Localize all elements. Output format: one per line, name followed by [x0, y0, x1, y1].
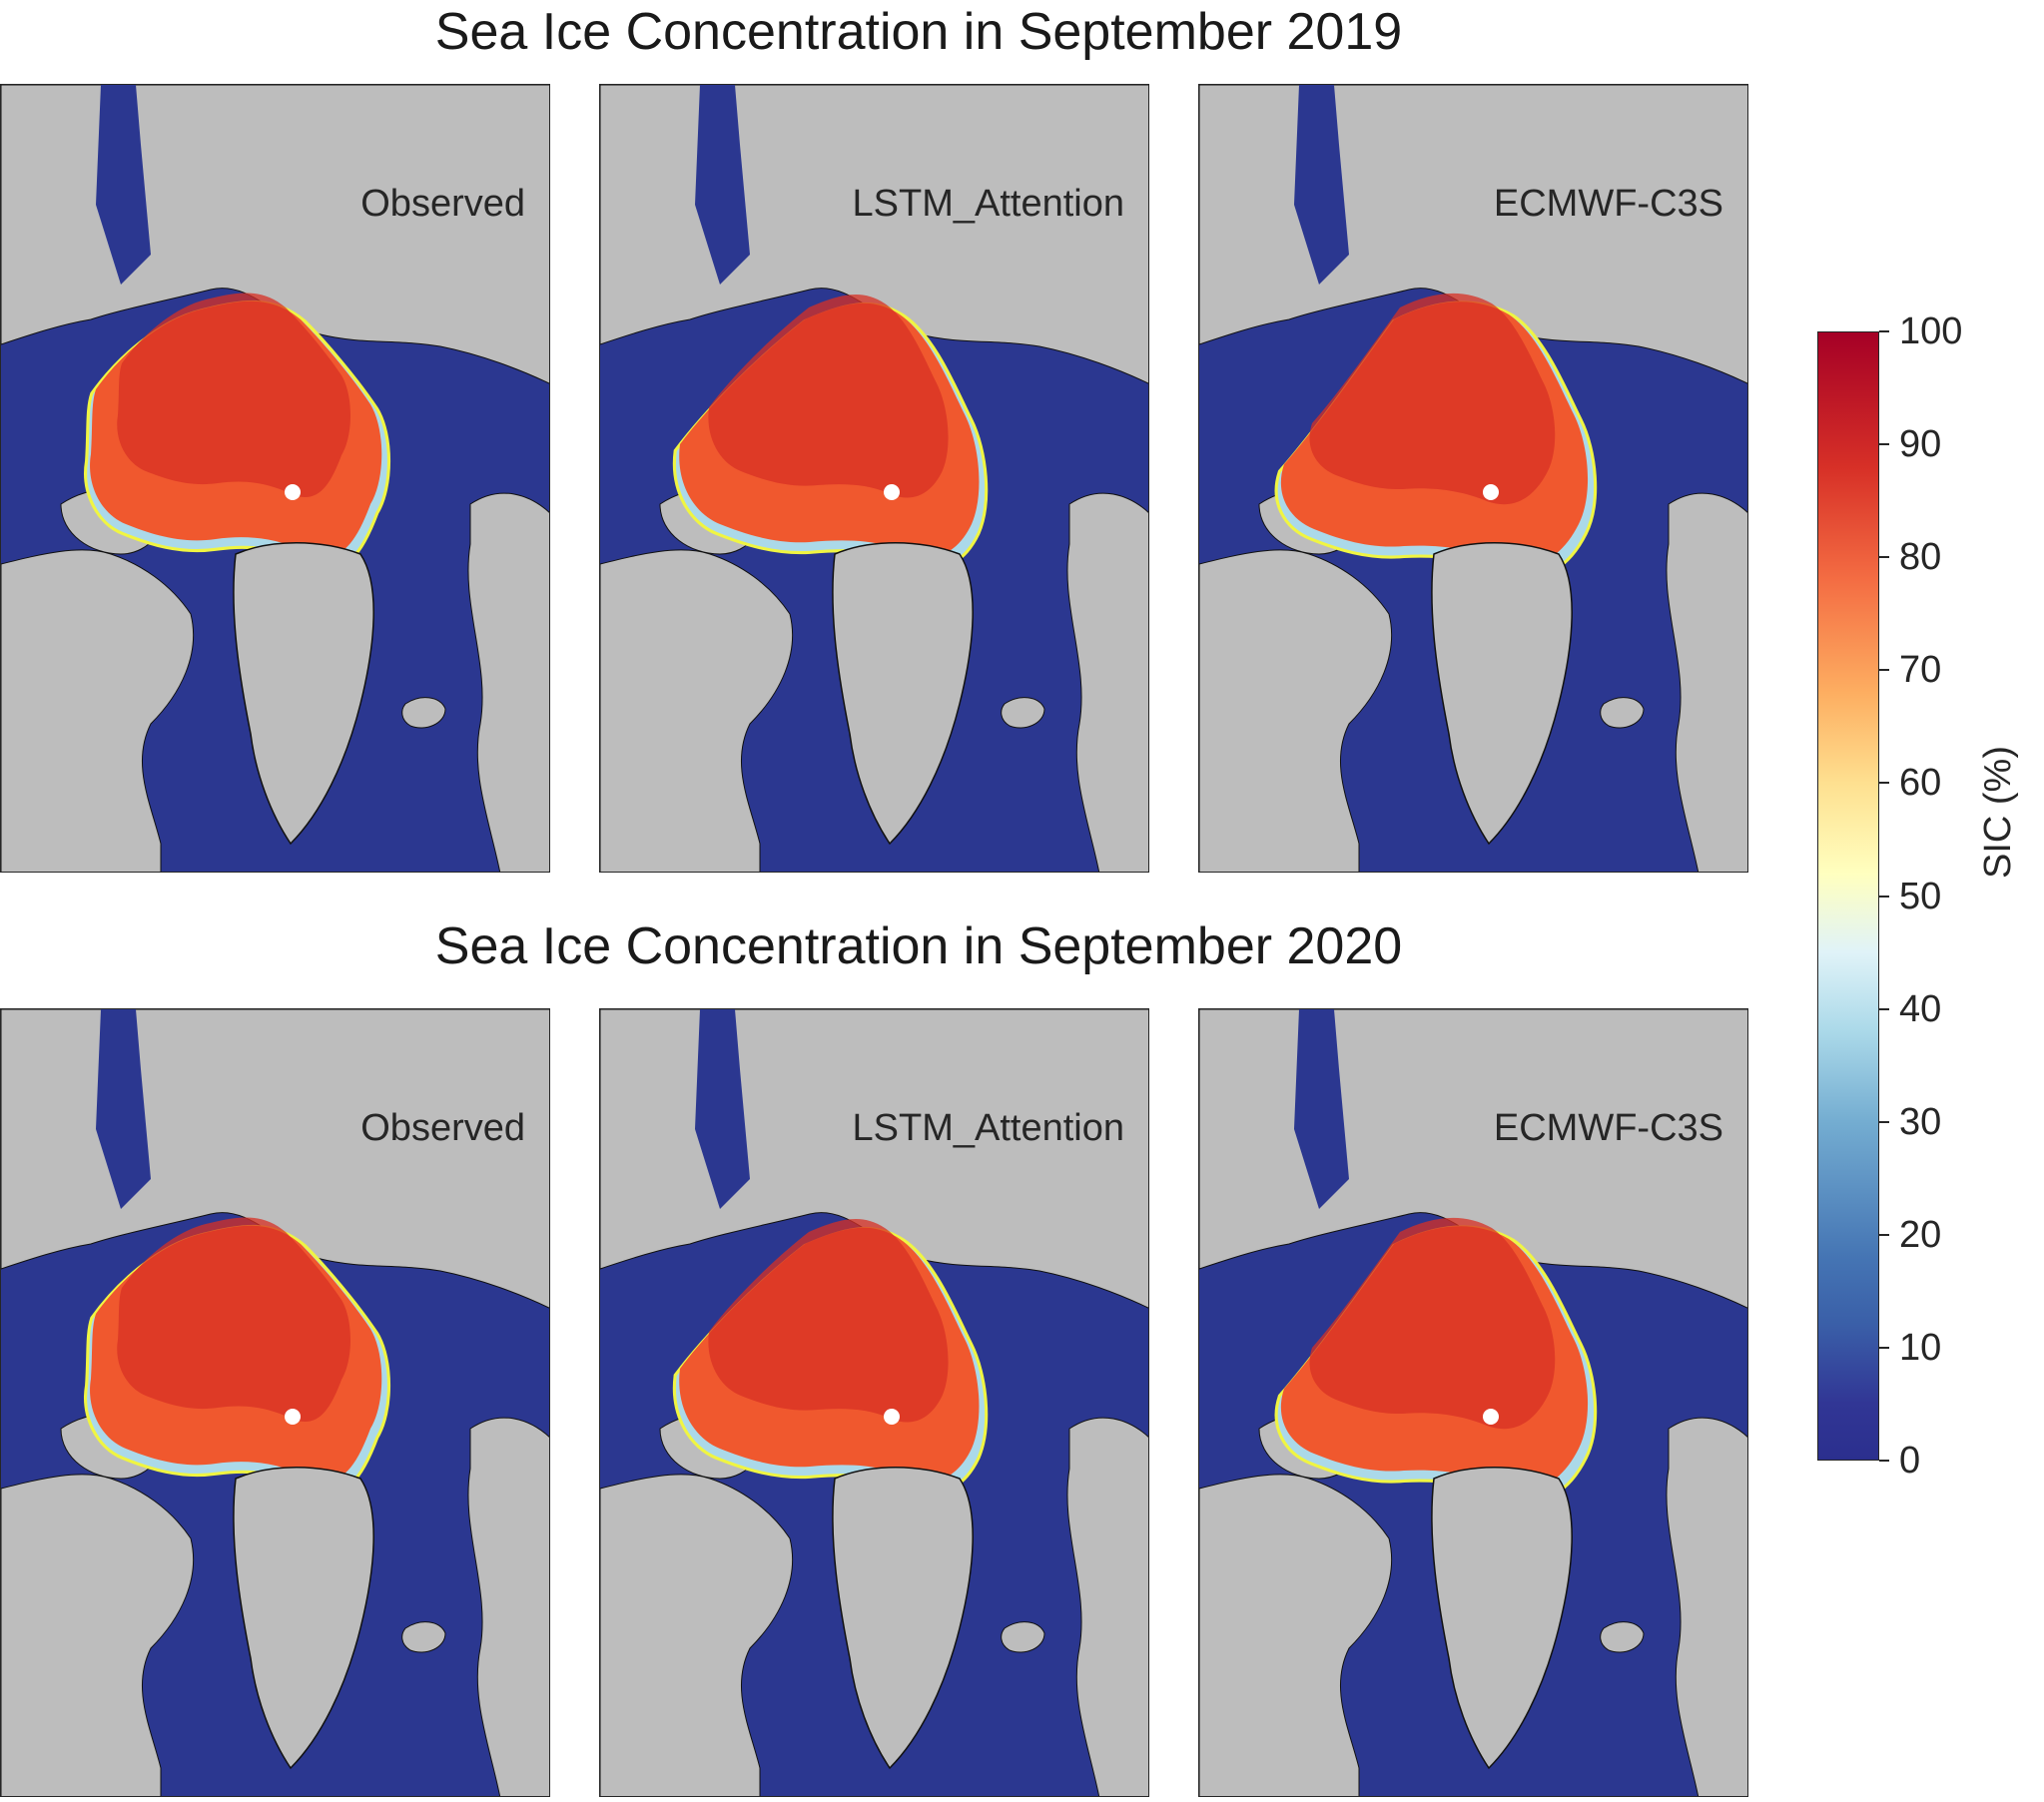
colorbar-tick-label: 60	[1899, 762, 1942, 805]
panel-label: Observed	[360, 1107, 525, 1149]
land-canada	[600, 1474, 794, 1796]
land-scandinavia	[1666, 492, 1747, 872]
polar-map	[600, 85, 1148, 872]
sea-inlet	[1294, 85, 1349, 285]
sea-ice-core	[708, 1219, 949, 1423]
title-2019: Sea Ice Concentration in September 2019	[434, 3, 1403, 61]
colorbar-tick-label: 0	[1899, 1440, 1921, 1482]
colorbar-tick-label: 80	[1899, 536, 1942, 579]
sea-ice-core	[1309, 293, 1556, 505]
pole-hole-marker	[1483, 484, 1499, 500]
land-greenland	[1431, 1467, 1573, 1770]
colorbar-tick-label: 30	[1899, 1100, 1942, 1143]
panel-label: Observed	[360, 183, 525, 225]
land-scandinavia	[1066, 1417, 1148, 1796]
land-canada	[600, 549, 794, 872]
colorbar-tick-label: 50	[1899, 875, 1942, 917]
polar-map	[600, 1009, 1148, 1796]
land-canada	[1199, 1474, 1393, 1796]
sea-inlet	[96, 85, 151, 285]
pole-hole-marker	[285, 484, 301, 500]
land-iceland	[1001, 1621, 1045, 1653]
land-scandinavia	[467, 1417, 549, 1796]
title-2020: Sea Ice Concentration in September 2020	[434, 917, 1403, 975]
colorbar-tick	[1879, 443, 1889, 446]
land-iceland	[401, 1621, 446, 1653]
panel-label: LSTM_Attention	[852, 1107, 1124, 1149]
colorbar-tick	[1879, 1460, 1889, 1462]
colorbar-tick	[1879, 1233, 1889, 1236]
colorbar-tick	[1879, 1120, 1889, 1123]
sea-ice-core	[117, 1217, 350, 1423]
land-greenland	[233, 1467, 374, 1770]
land-canada	[1199, 549, 1393, 872]
pole-hole-marker	[1483, 1409, 1499, 1425]
colorbar-tick	[1879, 669, 1889, 672]
land-greenland	[832, 542, 974, 846]
colorbar-tick-label: 40	[1899, 987, 1942, 1030]
pole-hole-marker	[884, 1409, 900, 1425]
land-canada	[1, 549, 195, 872]
land-iceland	[401, 697, 446, 729]
panel-label: ECMWF-C3S	[1493, 1107, 1723, 1149]
polar-map	[1199, 1009, 1747, 1796]
polar-map	[1, 85, 549, 872]
colorbar-tick	[1879, 1007, 1889, 1010]
colorbar-tick	[1879, 1346, 1889, 1349]
pole-hole-marker	[884, 484, 900, 500]
land-scandinavia	[467, 492, 549, 872]
sea-ice-core	[708, 295, 949, 498]
sea-ice-core	[117, 293, 350, 498]
map-panel-2019-lstm-attention: LSTM_Attention	[599, 84, 1149, 873]
land-scandinavia	[1066, 492, 1148, 872]
sea-inlet	[96, 1009, 151, 1209]
map-panel-2019-ecmwf-c3s: ECMWF-C3S	[1198, 84, 1748, 873]
land-canada	[1, 1474, 195, 1796]
colorbar-tick-label: 100	[1899, 310, 1963, 352]
colorbar-tick	[1879, 556, 1889, 559]
land-scandinavia	[1666, 1417, 1747, 1796]
colorbar-tick	[1879, 330, 1889, 332]
panel-label: ECMWF-C3S	[1493, 183, 1723, 225]
map-panel-2020-observed: Observed	[0, 1008, 550, 1797]
land-iceland	[1600, 1621, 1645, 1653]
panel-label: LSTM_Attention	[852, 183, 1124, 225]
polar-map	[1199, 85, 1747, 872]
colorbar-tick	[1879, 782, 1889, 785]
land-greenland	[233, 542, 374, 846]
colorbar-tick-label: 10	[1899, 1326, 1942, 1369]
pole-hole-marker	[285, 1409, 301, 1425]
land-iceland	[1001, 697, 1045, 729]
colorbar-tick	[1879, 895, 1889, 898]
colorbar-tick-label: 20	[1899, 1213, 1942, 1256]
map-panel-2020-ecmwf-c3s: ECMWF-C3S	[1198, 1008, 1748, 1797]
sic-colorbar	[1817, 331, 1879, 1461]
sea-inlet	[695, 85, 750, 285]
colorbar-tick-label: 90	[1899, 423, 1942, 466]
map-panel-2019-observed: Observed	[0, 84, 550, 873]
land-greenland	[832, 1467, 974, 1770]
sea-inlet	[1294, 1009, 1349, 1209]
land-iceland	[1600, 697, 1645, 729]
map-panel-2020-lstm-attention: LSTM_Attention	[599, 1008, 1149, 1797]
colorbar-label: SIC (%)	[1977, 746, 2019, 879]
sea-ice-core	[1309, 1217, 1556, 1430]
colorbar-tick-label: 70	[1899, 649, 1942, 692]
polar-map	[1, 1009, 549, 1796]
land-greenland	[1431, 542, 1573, 846]
sea-inlet	[695, 1009, 750, 1209]
